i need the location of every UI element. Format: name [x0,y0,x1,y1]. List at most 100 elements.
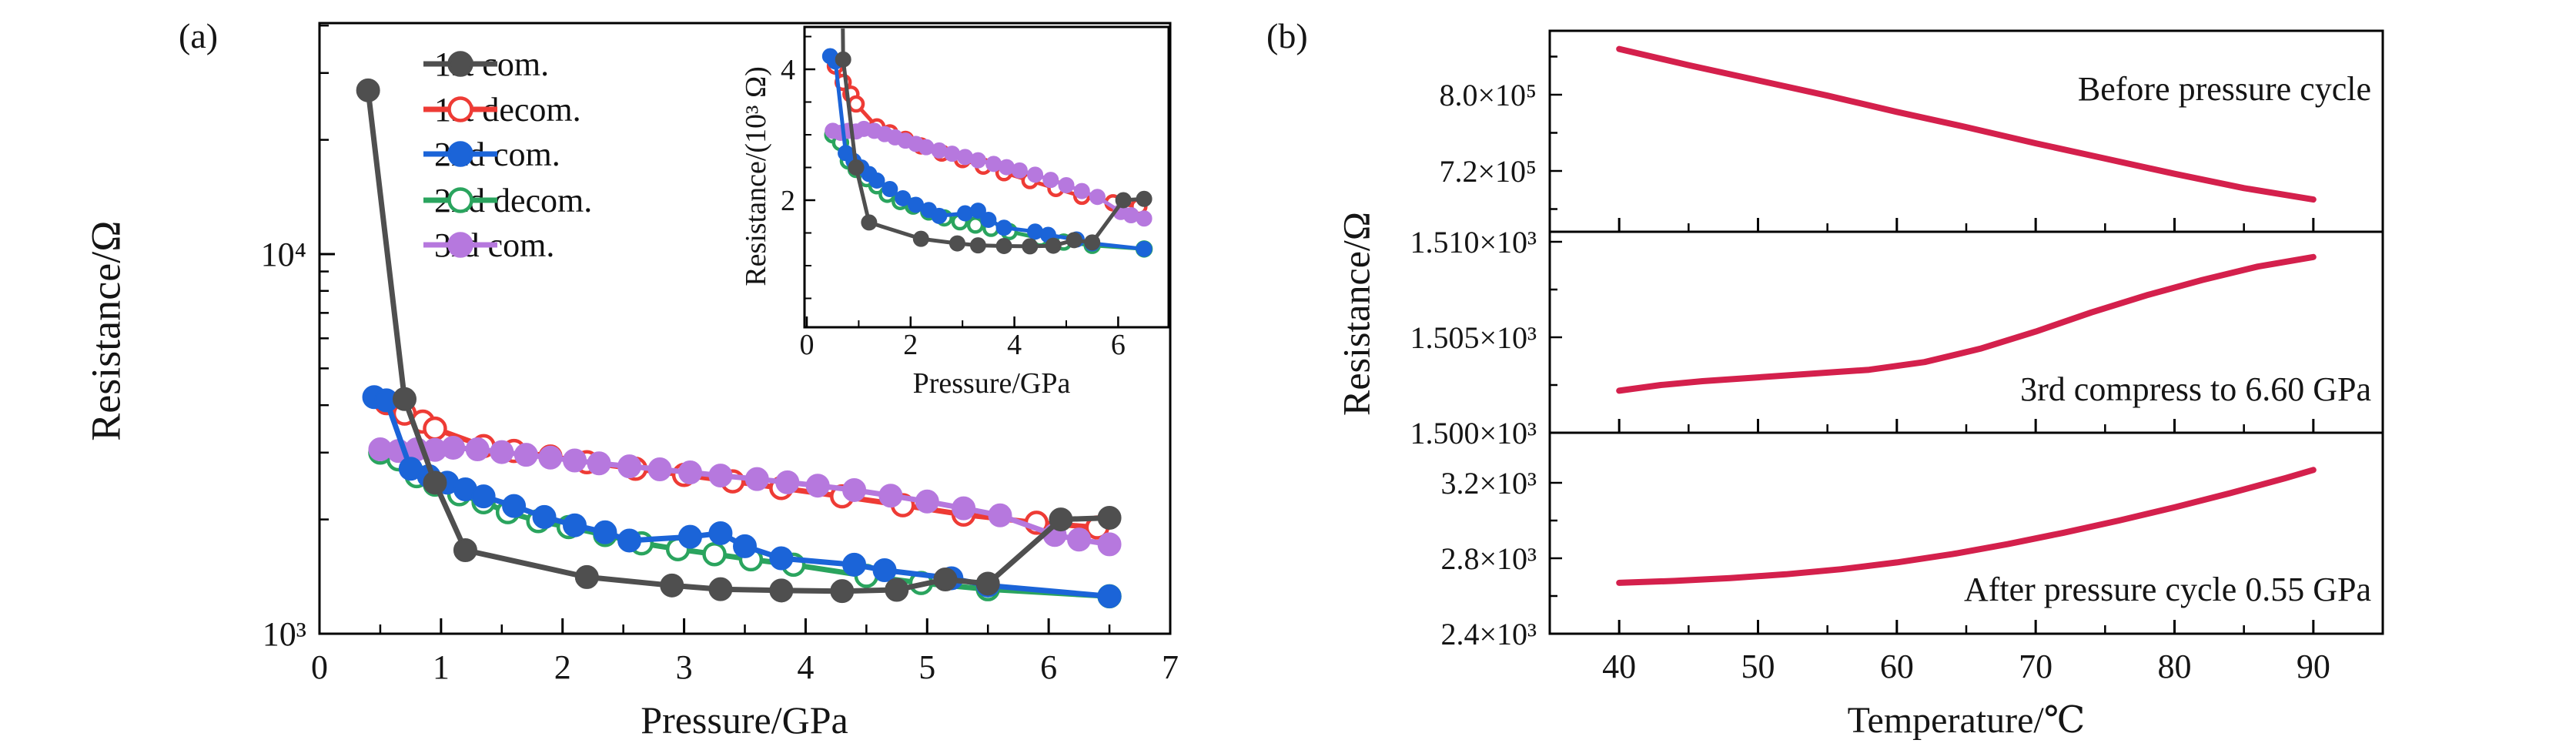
panel-b-y-tick-label: 8.0×10⁵ [1439,78,1537,112]
legend-marker-1st-com [423,51,497,77]
annotation-3rd-compress: 3rd compress to 6.60 GPa [2020,370,2371,408]
series-marker-3rd-com [952,496,976,521]
series-marker-1st-com [423,470,447,495]
legend-circle-marker [447,141,473,167]
series-marker-3rd-com [878,484,903,508]
series-marker-1st-com [708,577,733,601]
series-marker-1st-com-inset [1115,192,1132,209]
series-marker-1st-com [660,573,684,598]
series-marker-2nd-com-inset [969,203,986,219]
series-marker-2nd-com [677,524,702,549]
panel-b-y-axis-label: Resistance/Ω [1334,212,1378,416]
series-marker-2nd-com [842,552,867,577]
series-marker-1st-com [453,537,477,562]
series-marker-3rd-com [1067,527,1092,552]
panel-b-tag: (b) [1266,16,1308,55]
x-tick-label: 1 [433,648,450,686]
panel-a-tag: (a) [179,16,219,55]
series-marker-1st-com-inset [1045,237,1062,254]
legend-item-3rd-com: 3rd com. [422,226,554,264]
inset-series-group [821,28,1153,258]
series-marker-1st-com-inset [848,159,865,176]
panel-b-y-tick-label: 3.2×10³ [1440,466,1537,501]
legend-circle-marker [447,187,473,213]
series-marker-1st-com [1097,505,1122,530]
y-tick-label: 10⁴ [261,236,306,273]
series-marker-3rd-com [563,448,587,473]
panel-b-x-tick-label: 90 [2297,648,2330,685]
series-marker-3rd-com [805,474,830,498]
curve-panel_b_top [1616,45,2317,203]
series-marker-2nd-decom [702,541,727,567]
series-marker-3rd-com-inset [1089,189,1106,206]
x-tick-label: 2 [554,648,571,686]
series-marker-2nd-com-inset [931,207,948,224]
series-marker-2nd-decom-inset [966,216,985,234]
panel-b-x-tick-label: 80 [2158,648,2192,685]
series-marker-3rd-com [465,437,490,462]
series-marker-3rd-com-inset [969,152,986,169]
series-marker-3rd-com [514,443,538,467]
legend-item-1st-com: 1st com. [422,45,549,83]
annotation-before-pressure-cycle: Before pressure cycle [2077,70,2371,108]
series-marker-3rd-com-inset [1136,210,1153,227]
series-marker-1st-com [830,579,855,604]
series-marker-2nd-com [593,520,617,544]
series-marker-3rd-com [1097,532,1122,557]
series-marker-1st-com-inset [969,237,986,254]
legend-item-2nd-com: 2nd com. [422,136,560,173]
inset-x-tick-label: 6 [1111,329,1126,361]
x-tick-label: 6 [1040,648,1057,686]
series-marker-1st-com [975,571,1000,596]
series-marker-2nd-com [563,513,587,537]
panel-b-x-tick-label: 70 [2019,648,2052,685]
series-marker-1st-decom-inset [847,95,865,113]
series-marker-2nd-com-inset [882,181,898,198]
inset-x-tick-label: 4 [1007,329,1022,361]
series-marker-2nd-com-inset [868,172,885,189]
x-tick-label: 7 [1162,648,1179,686]
legend-marker-2nd-decom [423,187,497,213]
legend-item-1st-decom: 1st decom. [422,91,581,129]
series-marker-3rd-com [441,435,466,460]
legend-circle-marker [447,232,473,258]
series-marker-1st-com [933,567,958,591]
legend-marker-1st-decom [423,96,497,122]
inset-x-tick-label: 2 [903,329,918,361]
panel-b-y-tick-label: 1.505×10³ [1410,320,1537,355]
legend-circle-marker [447,96,473,122]
series-marker-3rd-com [587,451,611,476]
x-tick-label: 4 [797,648,814,686]
series-marker-2nd-com [1097,584,1122,608]
panel-b-axes-frame [1548,431,2384,635]
series-marker-3rd-com [677,460,702,485]
series-marker-3rd-com [744,467,769,491]
series-marker-1st-com-inset [1136,190,1153,207]
series-marker-1st-com-inset [948,235,965,252]
series-marker-2nd-com-inset [980,212,997,228]
series-marker-3rd-com-inset [1073,182,1090,199]
curve-panel_b_bottom [1616,467,2317,586]
series-marker-1st-com-inset [1066,232,1082,249]
series-marker-2nd-com [733,534,757,558]
series-marker-1st-com [885,578,909,602]
x-tick-label: 5 [918,648,935,686]
series-marker-3rd-com [617,454,642,479]
panel-b-y-tick-label: 1.510×10³ [1410,225,1537,259]
series-marker-2nd-com [708,521,733,545]
inset-x-axis-label: Pressure/GPa [912,367,1071,400]
inset-y-tick-label: 4 [781,54,795,86]
series-marker-3rd-com-inset [1058,176,1075,193]
series-marker-2nd-com [471,484,496,509]
series-marker-1st-com-inset [835,51,851,68]
legend-marker-2nd-com [423,141,497,167]
series-marker-1st-com-inset [861,214,878,231]
series-marker-1st-com [393,387,417,411]
series-marker-3rd-com [988,503,1012,527]
series-marker-2nd-com [872,558,897,583]
series-marker-3rd-com-inset [1011,162,1028,179]
panel-b-x-tick-label: 60 [1880,648,1914,685]
panel-b-x-axis-label: Temperature/℃ [1847,700,2086,741]
series-marker-1st-com [1049,507,1073,532]
